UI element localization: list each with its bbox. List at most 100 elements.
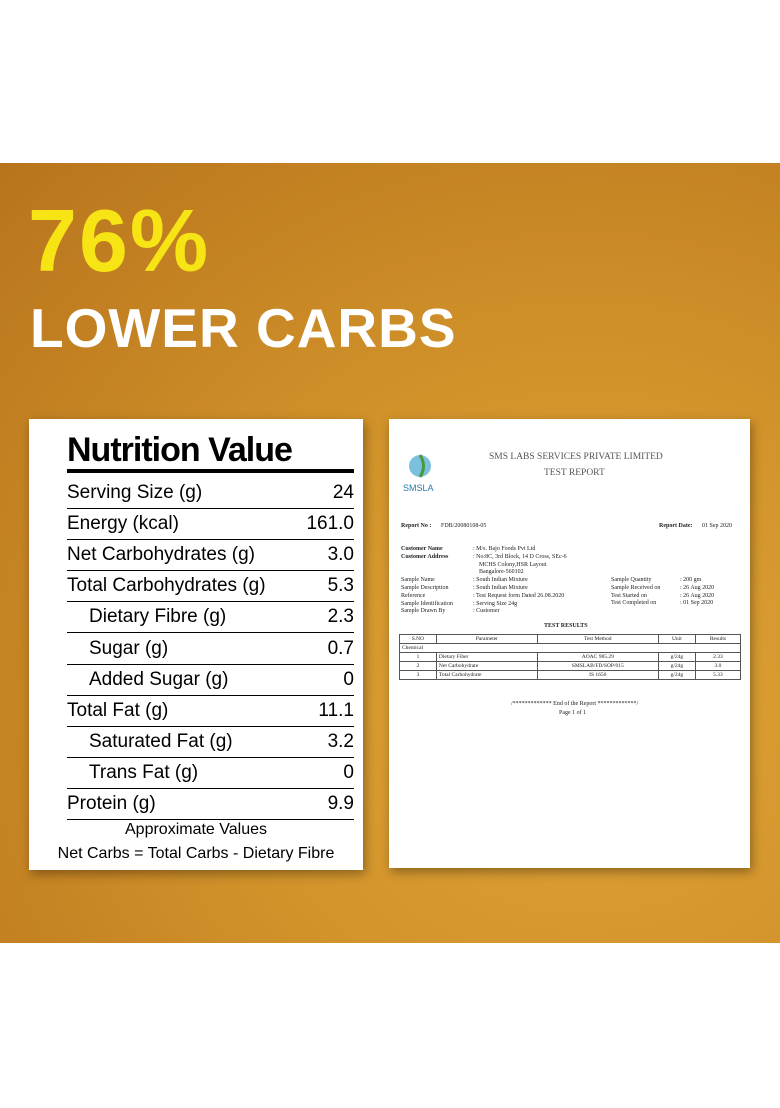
nutrient-value: 2.3 xyxy=(327,606,354,628)
doc-title: TEST REPORT xyxy=(544,468,605,478)
field-value: : 200 gm xyxy=(680,577,702,583)
nutrient-value: 9.9 xyxy=(327,793,354,814)
field-value: Bangalore-560102 xyxy=(479,569,524,576)
table-cell: 2 xyxy=(399,661,437,671)
header-row: S.NO Parameter Test Method Unit Results xyxy=(399,634,742,644)
section-title: TEST RESULTS xyxy=(544,623,588,629)
table-cell: Total Carbohydrate xyxy=(435,670,538,680)
logo-icon xyxy=(409,454,431,478)
nutrition-row: Sugar (g) 0.7 xyxy=(67,633,354,665)
nutrient-label: Net Carbohydrates (g) xyxy=(67,544,255,566)
end-note: /************* End of the Report *******… xyxy=(511,701,639,707)
headline-percent: 76% xyxy=(28,191,211,290)
table-cell: 1 xyxy=(399,652,437,662)
nutrient-value: 11.1 xyxy=(318,699,354,721)
field-label: Sample Drawn By xyxy=(401,608,446,615)
nutrient-label: Total Carbohydrates (g) xyxy=(67,575,266,597)
rule xyxy=(67,469,354,473)
report-text: Report Date: xyxy=(659,523,693,529)
report-card: SMSLA SMS LABS SERVICES PRIVATE LIMITED TE… xyxy=(389,419,750,868)
field-label: Sample Quantity xyxy=(611,577,652,583)
field-value: : 26 Aug 2020 xyxy=(680,584,715,591)
nutrient-label: Added Sugar (g) xyxy=(89,668,229,690)
nutrient-label: Sugar (g) xyxy=(89,637,169,659)
nutrient-value: 0 xyxy=(343,761,354,783)
nutrient-value: 0.7 xyxy=(327,637,354,659)
headline-subtitle: LOWER CARBS xyxy=(30,297,457,359)
table-header: Test Method xyxy=(536,634,659,644)
nutrition-row: Energy (kcal) 161.0 xyxy=(67,508,354,541)
table-cell: g/24g xyxy=(657,652,696,662)
nutrition-row: Protein (g) 9.9 xyxy=(67,788,354,820)
group-row: Chemical xyxy=(399,643,741,653)
field-value: : 26 Aug 2020 xyxy=(680,592,715,599)
nutrient-label: Serving Size (g) xyxy=(67,482,203,503)
logo-text: SMSLA xyxy=(403,483,434,493)
field-label: Sample Received on xyxy=(611,584,661,591)
nutrient-label: Dietary Fibre (g) xyxy=(89,606,227,628)
field-label: Customer Address xyxy=(401,553,449,560)
nutrient-value: 5.3 xyxy=(327,575,354,597)
report-text: Report No : xyxy=(401,523,432,529)
page-number: Page 1 of 1 xyxy=(559,710,587,716)
nutrition-row: Dietary Fibre (g) 2.3 xyxy=(67,601,354,634)
report-text: FDB/20080108-05 xyxy=(441,523,487,529)
field-label: Customer Name xyxy=(401,546,443,552)
nutrient-label: Total Fat (g) xyxy=(67,699,169,721)
table-cell: AOAC 985.29 xyxy=(536,652,659,662)
table-cell: g/24g xyxy=(657,661,696,671)
company-name: SMS LABS SERVICES PRIVATE LIMITED xyxy=(489,452,663,462)
table-header: Unit xyxy=(657,634,696,644)
nutrient-value: 3.0 xyxy=(327,544,354,566)
table-cell: Dietary Fiber xyxy=(435,652,538,662)
results-table: S.NO Parameter Test Method Unit Results Chemi… xyxy=(399,634,742,680)
footnote: Net Carbs = Total Carbs - Dietary Fibre xyxy=(57,845,335,862)
field-label: Sample Description xyxy=(401,585,449,591)
nutrition-row: Net Carbohydrates (g) 3.0 xyxy=(67,539,354,572)
nutrition-row: Saturated Fat (g) 3.2 xyxy=(67,726,354,758)
nutrition-row: Added Sugar (g) 0 xyxy=(67,664,354,696)
result-row: 1 Dietary Fiber AOAC 985.29 g/24g 2.33 xyxy=(399,652,742,662)
nutrition-row: Trans Fat (g) 0 xyxy=(67,757,354,789)
nutrition-card: Nutrition Value Serving Size (g) 24 Energy… xyxy=(29,419,363,870)
result-row: 3 Total Carbohydrate IS 1656 g/24g 5.33 xyxy=(399,670,742,680)
nutrition-row: Total Fat (g) 11.1 xyxy=(67,695,354,727)
table-header: Parameter xyxy=(435,634,538,644)
field-value: : 01 Sep 2020 xyxy=(680,600,714,607)
group-label: Chemical xyxy=(399,643,741,653)
nutrient-label: Trans Fat (g) xyxy=(89,761,199,783)
field-label: Sample Name xyxy=(401,577,435,584)
field-label: Test Completed on xyxy=(611,600,657,607)
table-header: Results xyxy=(694,634,742,644)
field-value: : Customer xyxy=(473,608,500,615)
table-header: S.NO xyxy=(399,634,437,644)
table-cell: IS 1656 xyxy=(536,670,659,680)
field-value: : M/s. Bajo Foods Pvt Ltd xyxy=(473,546,536,552)
nutrient-value: 3.2 xyxy=(327,730,354,752)
nutrition-row: Total Carbohydrates (g) 5.3 xyxy=(67,570,354,603)
field-value: MCHS Colony,HSR Layout xyxy=(479,561,547,568)
table-cell: Net Carbohydrate xyxy=(435,661,538,671)
table-cell: 2.33 xyxy=(694,652,742,662)
table-cell: g/24g xyxy=(657,670,696,680)
nutrient-label: Energy (kcal) xyxy=(67,513,179,535)
table-cell: 3.0 xyxy=(694,661,742,671)
table-cell: 3 xyxy=(399,670,437,680)
field-value: : South Indian Mixture xyxy=(473,585,528,591)
table-cell: SMSLAB/FD/SOP/015 xyxy=(536,661,659,671)
field-value: : No:8C, 3rd Block, 14 D Cross, SEc-6 xyxy=(473,553,567,560)
nutrition-title: Nutrition Value xyxy=(67,431,293,469)
field-value: : South Indian Mixture xyxy=(473,577,528,584)
field-label: Test Started on xyxy=(611,592,647,599)
nutrient-value: 161.0 xyxy=(306,513,354,535)
field-label: Reference xyxy=(401,592,426,599)
field-label: Sample Identification xyxy=(401,600,453,607)
nutrient-label: Saturated Fat (g) xyxy=(89,730,233,752)
table-cell: 5.33 xyxy=(694,670,742,680)
nutrient-label: Protein (g) xyxy=(67,793,156,814)
result-row: 2 Net Carbohydrate SMSLAB/FD/SOP/015 g/24g 3… xyxy=(399,661,742,671)
footnote: Approximate Values xyxy=(125,821,267,838)
field-value: : Test Request form Dated 26.08.2020 xyxy=(473,592,565,599)
field-value: : Serving Size 24g xyxy=(473,600,518,607)
